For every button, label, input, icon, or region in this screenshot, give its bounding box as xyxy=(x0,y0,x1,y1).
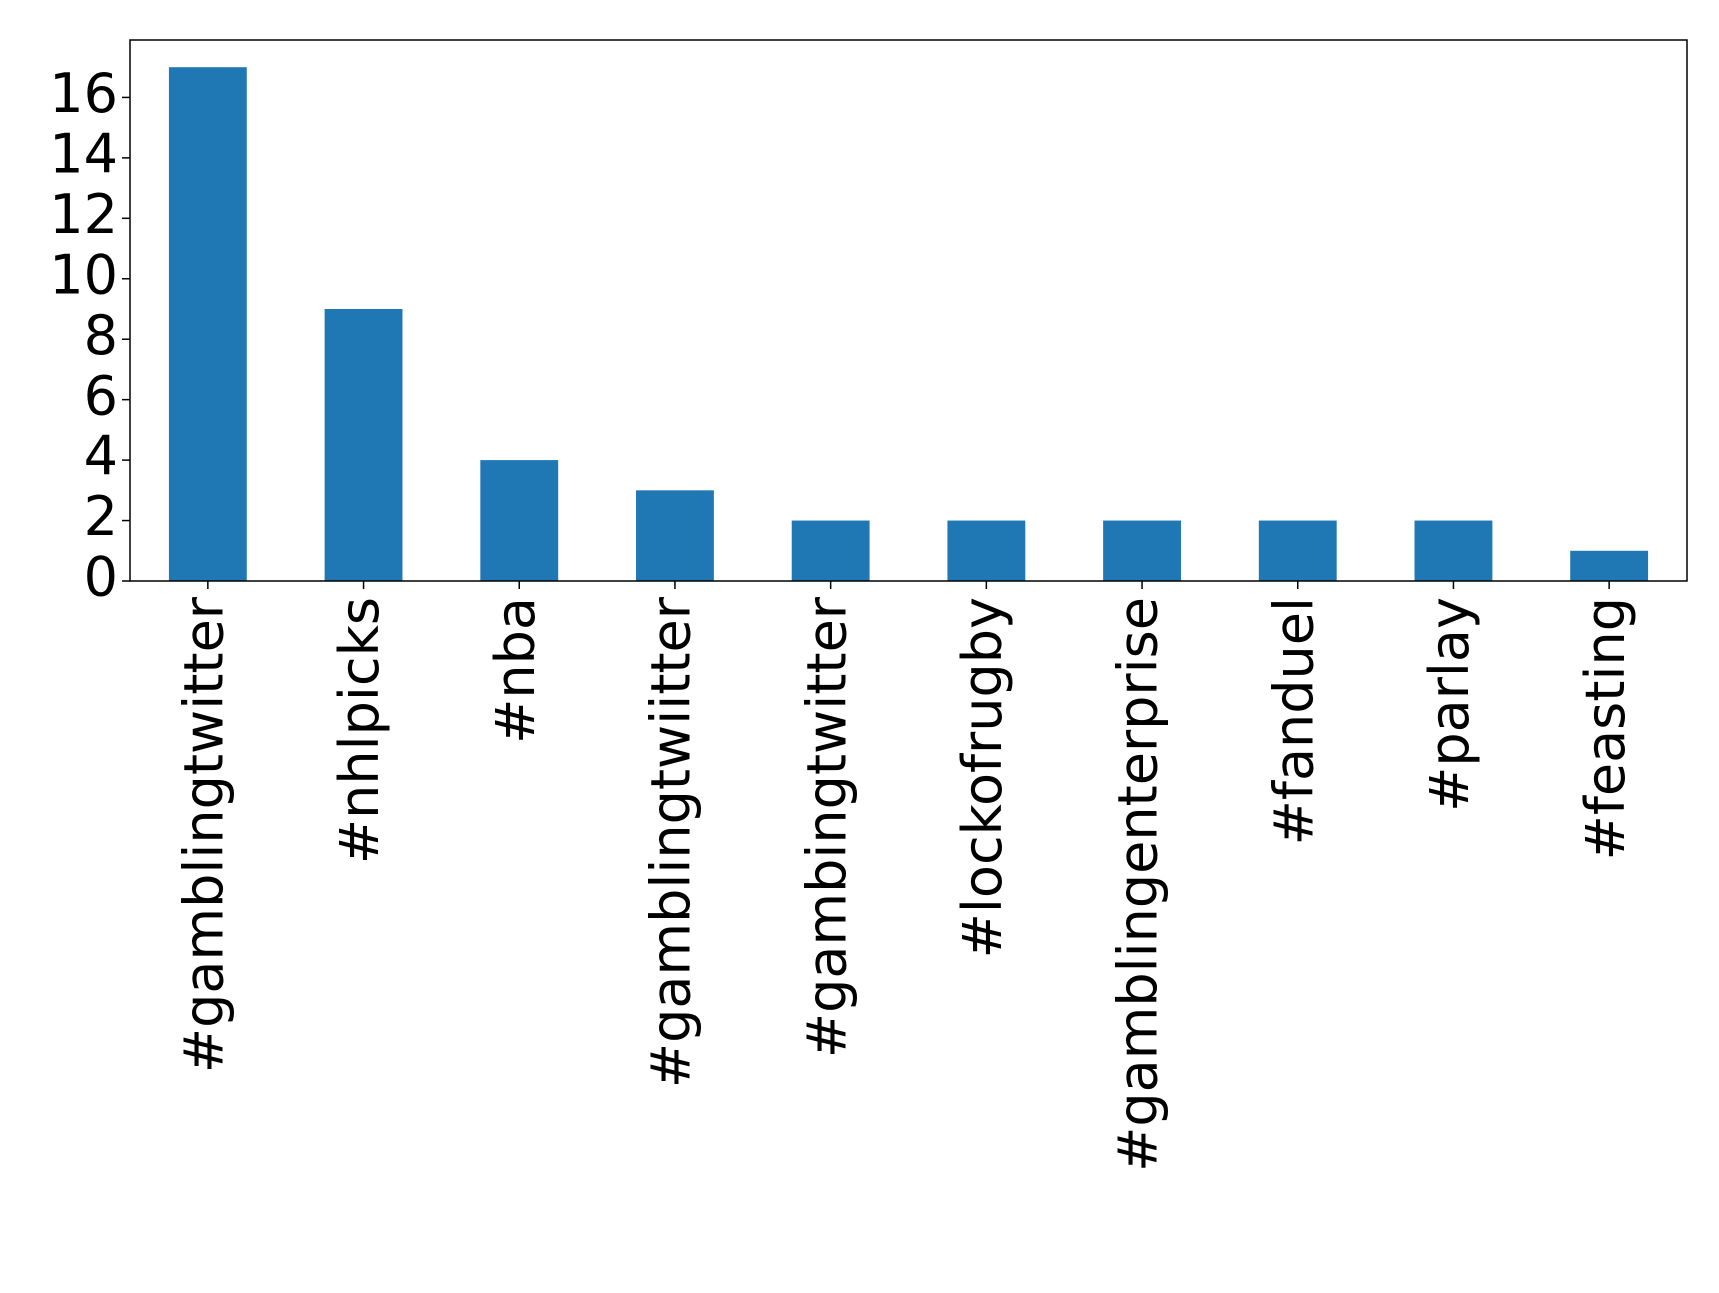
y-tick-label: 4 xyxy=(84,425,118,488)
y-tick-label: 16 xyxy=(49,62,118,125)
y-tick-label: 6 xyxy=(84,364,118,427)
bar xyxy=(1258,520,1337,581)
x-tick-label: #gambingtwitter xyxy=(795,596,858,1058)
x-tick-label: #gamblingenterprise xyxy=(1107,597,1170,1172)
bar xyxy=(636,490,714,581)
bar xyxy=(1414,520,1493,581)
x-tick-label: #nhlpicks xyxy=(328,597,391,864)
bar xyxy=(324,308,403,581)
x-tick-label: #fanduel xyxy=(1262,597,1325,845)
x-tick-label: #lockofrugby xyxy=(951,597,1014,958)
y-tick-label: 0 xyxy=(84,546,118,609)
bar xyxy=(168,67,247,582)
bar xyxy=(1103,520,1181,581)
bar xyxy=(947,520,1026,581)
y-tick-label: 10 xyxy=(49,243,118,306)
bar xyxy=(480,460,559,581)
x-tick-label: #feasting xyxy=(1574,597,1637,860)
bar xyxy=(1570,550,1649,581)
x-tick-label: #nba xyxy=(484,597,547,744)
y-tick-label: 14 xyxy=(49,123,118,186)
plot-frame xyxy=(129,39,1688,582)
y-tick-label: 2 xyxy=(84,485,118,548)
x-tick-label: #gamblingtwitter xyxy=(172,596,235,1073)
x-tick-label: #parlay xyxy=(1418,597,1481,812)
bar xyxy=(791,520,870,581)
y-tick-label: 8 xyxy=(84,304,118,367)
y-tick-label: 12 xyxy=(49,183,118,246)
x-tick-label: #gamblingtwiitter xyxy=(640,596,703,1088)
